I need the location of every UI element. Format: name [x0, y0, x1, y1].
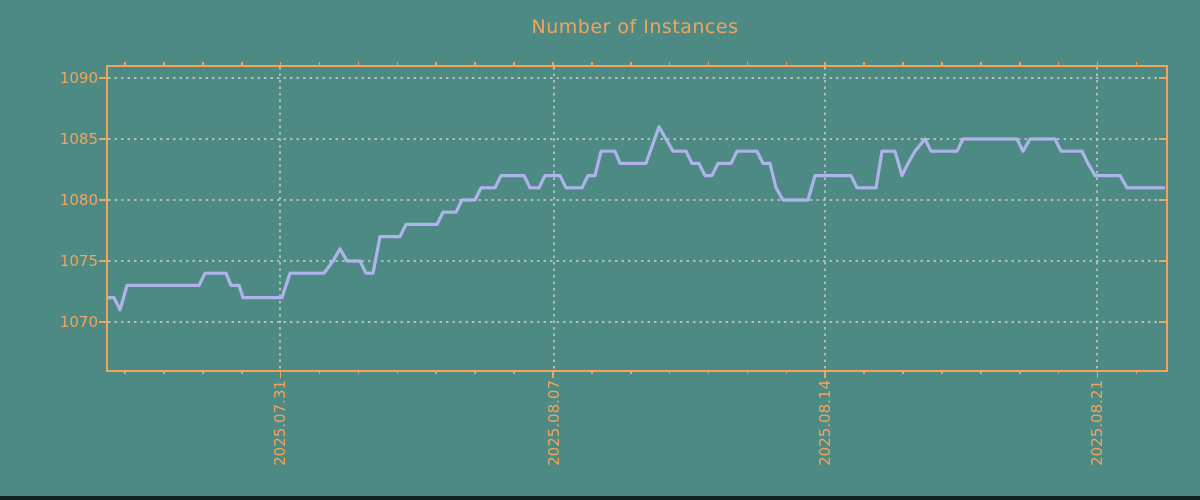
- y-tick-right: [1159, 138, 1166, 140]
- x-tick-top: [629, 62, 632, 67]
- x-tick-minor: [240, 370, 243, 374]
- x-tick-minor: [629, 370, 632, 374]
- x-tick-top: [980, 62, 982, 67]
- x-tick-top: [474, 62, 476, 67]
- x-tick-minor: [435, 370, 438, 374]
- x-tick-top: [941, 62, 943, 67]
- x-tick-top: [396, 62, 399, 67]
- y-tick-right: [1159, 260, 1166, 262]
- x-tick-minor: [513, 370, 515, 374]
- x-tick-top: [124, 62, 126, 67]
- x-tick-top: [1018, 62, 1021, 67]
- x-tick-minor: [1057, 370, 1060, 374]
- x-tick-top: [746, 62, 749, 67]
- y-gridline: [108, 260, 1166, 262]
- x-tick-major: [279, 370, 282, 378]
- x-tick-minor: [785, 370, 788, 374]
- x-tick-top: [357, 62, 360, 67]
- x-tick-label: 2025.08.21: [1088, 380, 1106, 466]
- y-tick-label: 1075: [59, 252, 98, 270]
- x-tick-major: [1096, 370, 1099, 378]
- x-tick-minor: [746, 370, 749, 374]
- x-tick-top: [668, 62, 671, 67]
- x-tick-minor: [396, 370, 399, 374]
- y-tick-label: 1080: [59, 191, 98, 209]
- x-tick-top: [1135, 62, 1138, 67]
- y-tick-right: [1159, 199, 1166, 201]
- x-tick-minor: [1018, 370, 1021, 374]
- x-gridline: [279, 67, 281, 370]
- x-tick-top: [863, 62, 865, 67]
- x-tick-top: [1096, 62, 1099, 67]
- chart-title: Number of Instances: [531, 16, 739, 38]
- x-tick-major: [552, 370, 554, 378]
- y-tick-right: [1159, 77, 1166, 79]
- x-tick-major: [824, 370, 827, 378]
- x-tick-minor: [668, 370, 671, 374]
- x-tick-minor: [591, 370, 593, 374]
- x-gridline: [1096, 67, 1098, 370]
- y-gridline: [108, 77, 1166, 79]
- x-tick-minor: [941, 370, 943, 374]
- x-gridline: [553, 67, 555, 370]
- x-tick-minor: [202, 370, 204, 374]
- x-tick-minor: [1135, 370, 1138, 374]
- x-tick-top: [435, 62, 438, 67]
- x-tick-top: [1057, 62, 1060, 67]
- x-gridline: [824, 67, 826, 370]
- bottom-edge-bar: [0, 496, 1200, 500]
- x-tick-label: 2025.08.07: [545, 380, 563, 466]
- x-tick-minor: [707, 370, 710, 374]
- x-tick-minor: [474, 370, 476, 374]
- y-tick-right: [1159, 321, 1166, 323]
- y-tick-left: [99, 321, 106, 323]
- x-tick-top: [591, 62, 593, 67]
- x-tick-minor: [357, 370, 360, 374]
- x-tick-minor: [318, 370, 321, 374]
- x-tick-top: [552, 62, 554, 67]
- y-tick-left: [99, 260, 106, 262]
- y-gridline: [108, 138, 1166, 140]
- instances-line-chart: [108, 125, 1165, 312]
- x-tick-top: [279, 62, 282, 67]
- x-tick-top: [824, 62, 827, 67]
- y-tick-label: 1070: [59, 313, 98, 331]
- x-tick-top: [902, 62, 904, 67]
- data-series-line: [108, 125, 1165, 312]
- x-tick-label: 2025.08.14: [816, 380, 834, 466]
- x-tick-minor: [163, 370, 165, 374]
- x-tick-top: [707, 62, 710, 67]
- x-tick-minor: [980, 370, 982, 374]
- x-tick-top: [318, 62, 321, 67]
- plot-area: 1070 1075 1080 1085 1090 2025.07.31 2025.08.07…: [60, 62, 1168, 466]
- x-tick-top: [240, 62, 243, 67]
- y-tick-left: [99, 138, 106, 140]
- x-tick-top: [785, 62, 788, 67]
- x-tick-top: [163, 62, 165, 67]
- y-gridline: [108, 199, 1166, 201]
- y-tick-label: 1085: [59, 130, 98, 148]
- x-tick-minor: [863, 370, 865, 374]
- x-tick-label: 2025.07.31: [271, 380, 289, 466]
- x-tick-top: [513, 62, 515, 67]
- x-tick-minor: [902, 370, 904, 374]
- x-tick-minor: [124, 370, 126, 374]
- x-tick-top: [202, 62, 204, 67]
- y-gridline: [108, 321, 1166, 323]
- y-tick-left: [99, 77, 106, 79]
- y-tick-label: 1090: [59, 69, 98, 87]
- y-tick-left: [99, 199, 106, 201]
